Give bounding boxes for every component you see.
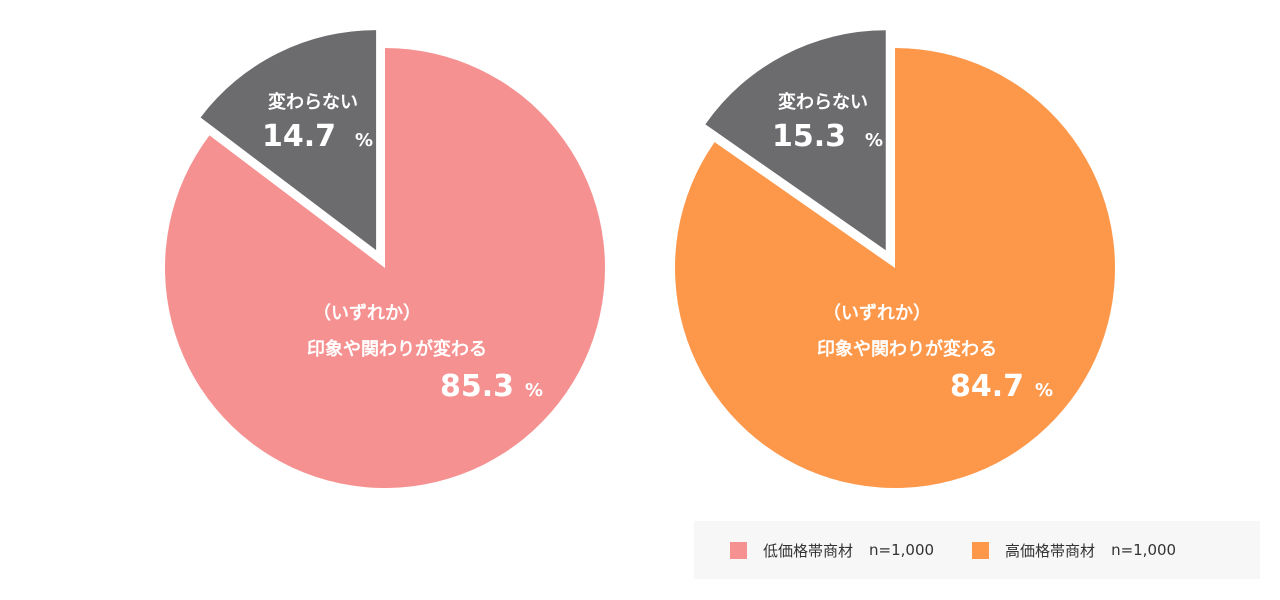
legend-swatch-high-price [972,541,990,559]
label2-change-high-price: 印象や関わりが変わる [817,338,997,360]
pie-slice-unchanged-high-price [705,30,886,251]
value-change-high-price: 84.7 [950,369,1024,404]
label-unchanged-low-price: 変わらない [268,91,358,113]
legend-n-high-price: n=1,000 [1111,541,1177,559]
label-unchanged-high-price: 変わらない [778,91,868,113]
pie-slice-unchanged-low-price [200,30,377,251]
legend: 低価格帯商材 n=1,000 高価格帯商材 n=1,000 [694,521,1260,579]
legend-label-low-price: 低価格帯商材 [763,541,854,560]
value-change-low-price: 85.3 [440,369,514,404]
label1-change-low-price: （いずれか） [313,303,421,324]
legend-item-low-price: 低価格帯商材 n=1,000 [730,540,934,561]
pie-slice-change-low-price [165,48,606,489]
label2-change-low-price: 印象や関わりが変わる [307,338,487,360]
pie-slice-change-high-price [674,48,1115,488]
value-unchanged-low-price: 14.7 [262,119,336,154]
legend-n-low-price: n=1,000 [869,541,935,559]
legend-item-high-price: 高価格帯商材 n=1,000 [972,540,1176,561]
unit-unchanged-high-price: % [865,130,883,151]
legend-swatch-low-price [730,541,747,559]
unit-change-high-price: % [1035,380,1053,401]
unit-unchanged-low-price: % [355,130,373,151]
label1-change-high-price: （いずれか） [823,303,931,324]
value-unchanged-high-price: 15.3 [772,119,846,154]
legend-label-high-price: 高価格帯商材 [1005,541,1096,560]
unit-change-low-price: % [525,380,543,401]
